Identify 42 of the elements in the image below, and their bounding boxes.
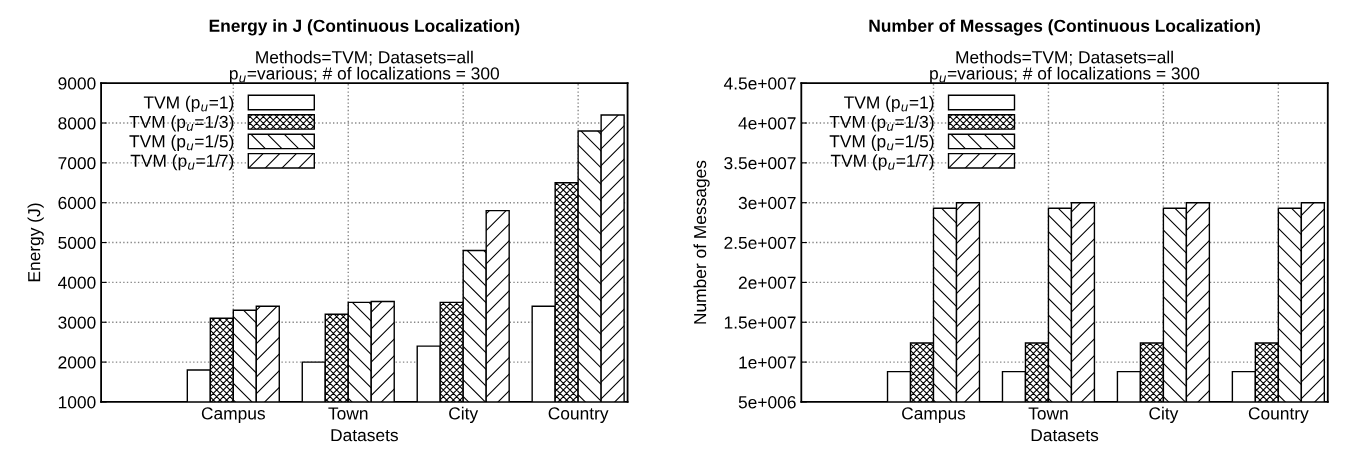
y-tick-label: 3.5e+007 bbox=[724, 157, 796, 170]
y-tick-label: 3e+007 bbox=[738, 196, 796, 210]
y-tick-label: 2.5e+007 bbox=[724, 236, 796, 250]
y-tick-label: 2e+007 bbox=[738, 276, 796, 289]
x-axis-title: Datasets bbox=[1031, 429, 1099, 442]
x-tick-label: Town bbox=[1028, 407, 1068, 420]
y-tick-label: 7000 bbox=[58, 157, 96, 170]
y-tick-label: 2000 bbox=[58, 356, 96, 369]
x-tick-label: Country bbox=[1248, 407, 1309, 423]
x-tick-label: Campus bbox=[201, 407, 265, 423]
legend-label: TVM (p$_{u}$=1/7) bbox=[830, 154, 934, 171]
y-tick-label: 5000 bbox=[58, 236, 96, 250]
y-tick-label: 6000 bbox=[58, 196, 96, 210]
y-tick-label: 1.5e+007 bbox=[724, 316, 796, 329]
y-axis-title: Energy (J) bbox=[27, 203, 44, 282]
x-tick-label: City bbox=[449, 406, 479, 423]
y-tick-label: 4.5e+007 bbox=[723, 77, 796, 90]
legend-label: TVM (p$_{u}$=1/7) bbox=[130, 154, 234, 171]
y-tick-label: 9000 bbox=[58, 77, 96, 90]
legend-label: TVM (p$_{u}$=1) bbox=[844, 95, 934, 113]
y-tick-label: 5e+006 bbox=[738, 396, 796, 409]
x-tick-label: Campus bbox=[902, 407, 966, 423]
y-tick-label: 4e+007 bbox=[738, 117, 796, 130]
y-axis-title: Number of Messages bbox=[693, 160, 710, 324]
y-tick-label: 3000 bbox=[58, 316, 96, 329]
y-tick-label: 1000 bbox=[58, 396, 96, 409]
legend-label: TVM (p$_{u}$=1/3) bbox=[829, 115, 934, 132]
x-tick-label: Town bbox=[328, 407, 368, 420]
chart-subtitle: Methods=TVM; Datasets=all p$_{u}$=various; # of localizations = 300 bbox=[930, 50, 1200, 84]
chart-title: Energy in J (Continuous Localization) bbox=[209, 19, 520, 36]
x-tick-label: Country bbox=[548, 407, 609, 423]
chart-subtitle: Methods=TVM; Datasets=all p$_{u}$=various; # of localizations = 300 bbox=[229, 50, 500, 84]
chart-title: Number of Messages (Continuous Localization) bbox=[869, 19, 1260, 36]
y-tick-label: 1e+007 bbox=[739, 356, 796, 369]
legend-label: TVM (p$_{u}$=1/5) bbox=[829, 134, 934, 151]
y-tick-label: 4000 bbox=[58, 276, 96, 289]
legend-label: TVM (p$_{u}$=1/5) bbox=[129, 134, 234, 151]
y-tick-label: 8000 bbox=[58, 117, 96, 130]
x-axis-title: Datasets bbox=[331, 429, 398, 442]
legend-label: TVM (p$_{u}$=1/3) bbox=[129, 115, 234, 132]
x-tick-label: City bbox=[1149, 406, 1179, 423]
legend-label: TVM (p$_{u}$=1) bbox=[143, 95, 234, 113]
